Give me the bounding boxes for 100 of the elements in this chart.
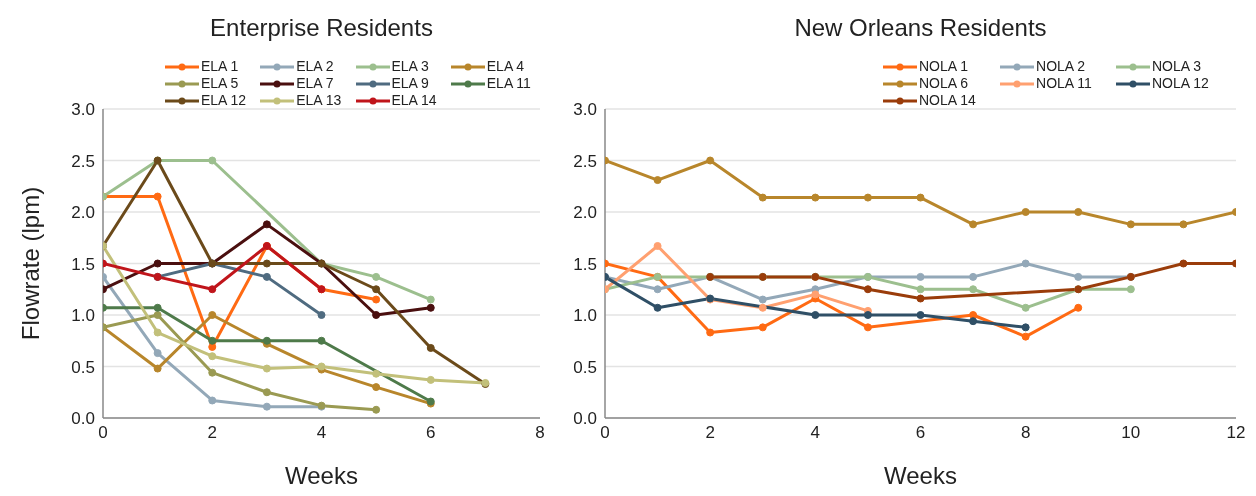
point: [653, 303, 662, 312]
point: [758, 323, 767, 332]
chart-title: New Orleans Residents: [793, 14, 1048, 42]
point: [262, 364, 271, 373]
point: [426, 295, 435, 304]
y-tick-label: 1.5: [71, 254, 95, 274]
x-tick-label: 6: [426, 423, 436, 443]
point: [969, 220, 978, 229]
point: [1021, 332, 1030, 341]
point: [317, 336, 326, 345]
y-tick-label: 1.0: [573, 306, 597, 326]
point: [208, 285, 217, 294]
x-tick-label: 2: [705, 423, 715, 443]
x-tick-label: 8: [535, 423, 545, 443]
y-tick-label: 2.5: [71, 151, 95, 171]
legend-label: ELA 13: [296, 92, 342, 109]
point: [153, 328, 162, 337]
point: [706, 156, 715, 165]
legend-label: NOLA 14: [919, 92, 976, 109]
legend-label: NOLA 6: [919, 75, 969, 92]
point: [653, 285, 662, 294]
point: [758, 193, 767, 202]
point: [153, 311, 162, 319]
legend-label: ELA 5: [201, 75, 239, 92]
point: [1074, 303, 1083, 312]
y-tick-label: 0.5: [71, 357, 95, 377]
point: [916, 311, 925, 319]
point: [372, 383, 381, 392]
point: [653, 176, 662, 185]
x-tick-label: 10: [1121, 423, 1141, 443]
point: [1021, 303, 1030, 312]
chart-title: Enterprise Residents: [209, 14, 434, 42]
point: [758, 295, 767, 304]
point: [262, 388, 271, 397]
legend-label: ELA 3: [391, 58, 429, 75]
point: [426, 343, 435, 352]
point: [153, 259, 162, 268]
point: [317, 311, 326, 319]
point: [863, 323, 872, 332]
y-tick-label: 2.0: [71, 203, 95, 223]
point: [863, 193, 872, 202]
x-axis-title: Weeks: [285, 462, 358, 489]
point: [1021, 259, 1030, 268]
legend-label: ELA 1: [201, 58, 239, 75]
point: [863, 285, 872, 294]
y-tick-label: 2.5: [573, 151, 597, 171]
y-tick-label: 0.0: [573, 409, 597, 429]
point: [811, 311, 820, 319]
legend-label: NOLA 12: [1151, 75, 1209, 92]
point: [1179, 259, 1188, 268]
legend-label: NOLA 2: [1036, 58, 1086, 75]
point: [153, 349, 162, 358]
y-tick-label: 2.0: [573, 203, 597, 223]
y-tick-label: 1.5: [573, 254, 597, 274]
point: [262, 259, 271, 268]
point: [372, 272, 381, 281]
legend-label: ELA 11: [486, 75, 531, 92]
point: [208, 368, 217, 377]
legend-label: ELA 4: [486, 58, 525, 75]
legend-label: ELA 14: [391, 92, 437, 109]
point: [653, 241, 662, 250]
point: [426, 375, 435, 384]
x-tick-label: 2: [207, 423, 217, 443]
point: [969, 272, 978, 281]
x-tick-label: 4: [810, 423, 821, 443]
point: [262, 272, 271, 281]
point: [758, 303, 767, 312]
point: [208, 336, 217, 345]
x-tick-label: 0: [600, 423, 610, 443]
y-tick-label: 3.0: [573, 100, 597, 120]
point: [1021, 208, 1030, 216]
point: [1021, 323, 1030, 332]
point: [426, 303, 435, 312]
point: [208, 311, 217, 319]
point: [969, 285, 978, 294]
legend-label: NOLA 3: [1151, 58, 1202, 75]
point: [372, 369, 381, 378]
x-tick-label: 12: [1226, 423, 1246, 443]
point: [916, 285, 925, 294]
x-tick-label: 0: [98, 423, 108, 443]
point: [372, 295, 381, 304]
x-axis-title: Weeks: [884, 462, 957, 489]
point: [811, 290, 820, 299]
point: [372, 285, 381, 294]
point: [916, 193, 925, 202]
x-tick-label: 8: [1020, 423, 1031, 443]
point: [262, 220, 271, 229]
x-tick-label: 6: [915, 423, 926, 443]
y-tick-label: 1.0: [71, 306, 95, 326]
legend-label: NOLA 1: [919, 58, 969, 75]
point: [1126, 220, 1135, 229]
y-axis-title: Flowrate (lpm): [16, 186, 44, 341]
point: [1179, 220, 1188, 229]
y-tick-label: 0.0: [71, 409, 95, 429]
legend-label: ELA 12: [201, 92, 247, 109]
legend-label: ELA 9: [391, 75, 429, 92]
point: [916, 294, 925, 303]
point: [208, 396, 217, 405]
point: [153, 192, 162, 201]
point: [372, 311, 381, 319]
